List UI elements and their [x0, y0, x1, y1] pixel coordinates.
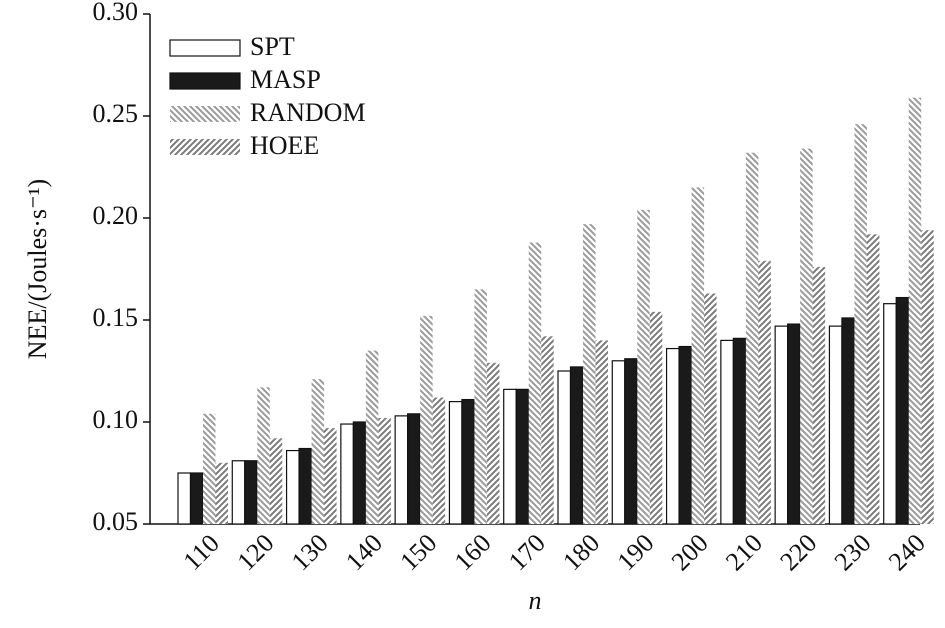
bar [324, 428, 337, 524]
bar [528, 242, 542, 525]
x-tick-label: 220 [774, 528, 822, 576]
bar [407, 413, 421, 525]
bar [720, 339, 734, 525]
x-tick-label: 170 [503, 528, 551, 576]
bar [883, 303, 897, 525]
x-tick-label: 150 [394, 528, 442, 576]
x-tick-label: 180 [557, 528, 605, 576]
bar [269, 438, 283, 524]
bar [665, 347, 680, 525]
bar [908, 97, 922, 524]
bar [595, 340, 608, 524]
bar [704, 293, 717, 524]
legend-label: RANDOM [250, 98, 366, 127]
bar [365, 350, 379, 524]
x-tick-label: 140 [340, 528, 388, 576]
bar [624, 358, 638, 525]
bar [474, 289, 487, 524]
bar [649, 311, 663, 524]
bar [895, 296, 910, 525]
bar [352, 421, 367, 525]
x-axis-label: n [529, 586, 542, 615]
x-tick-label: 200 [666, 528, 714, 576]
bar [841, 317, 856, 525]
bar [732, 337, 747, 525]
legend-label: HOEE [250, 131, 319, 160]
x-tick-label: 110 [178, 529, 225, 576]
y-tick-label: 0.05 [93, 507, 139, 536]
bar [758, 260, 771, 524]
bar [637, 209, 650, 524]
bar [515, 388, 530, 525]
bar [203, 413, 216, 524]
x-tick-label: 230 [829, 528, 877, 576]
legend-swatch [170, 139, 240, 155]
bar [340, 423, 354, 525]
bar [394, 415, 409, 525]
bar [285, 449, 300, 525]
y-axis-label: NEE/(Joules·s⁻¹) [23, 179, 52, 359]
bar [378, 417, 391, 524]
bar [678, 345, 693, 525]
y-tick-label: 0.20 [93, 201, 139, 230]
bar [569, 366, 584, 525]
y-tick-label: 0.25 [93, 99, 139, 128]
bar [177, 472, 192, 525]
bar [257, 387, 270, 524]
bar [311, 379, 325, 524]
x-tick-label: 190 [611, 528, 659, 576]
legend-label: MASP [250, 65, 321, 94]
y-tick-label: 0.10 [93, 405, 139, 434]
bar [812, 266, 826, 524]
bar [298, 447, 313, 525]
x-tick-label: 120 [231, 528, 279, 576]
bar [774, 325, 789, 525]
bar [921, 230, 934, 525]
legend-swatch [169, 72, 241, 90]
bar [486, 362, 500, 524]
bar [244, 460, 258, 525]
legend-swatch [170, 106, 240, 122]
bar [800, 148, 813, 524]
x-tick-label: 240 [883, 528, 931, 576]
x-tick-label: 130 [286, 528, 334, 576]
bar [503, 388, 517, 525]
bar [611, 360, 626, 525]
bar [557, 370, 572, 525]
bar [541, 336, 554, 524]
y-tick-label: 0.15 [93, 303, 139, 332]
bar [866, 234, 880, 524]
bar [432, 397, 446, 524]
bar [215, 462, 228, 524]
bar [787, 323, 801, 525]
bar [854, 124, 867, 524]
x-tick-label: 210 [720, 528, 768, 576]
bar [691, 187, 705, 524]
legend-label: SPT [250, 32, 295, 61]
x-tick-label: 160 [449, 528, 497, 576]
bar [828, 325, 843, 525]
bar [461, 398, 476, 525]
bar [189, 472, 204, 525]
bar [448, 401, 463, 525]
y-tick-label: 0.30 [93, 0, 139, 26]
bar [420, 315, 433, 524]
bar [745, 152, 759, 524]
legend-swatch [169, 39, 241, 57]
bar [231, 460, 246, 525]
bar [583, 224, 596, 524]
